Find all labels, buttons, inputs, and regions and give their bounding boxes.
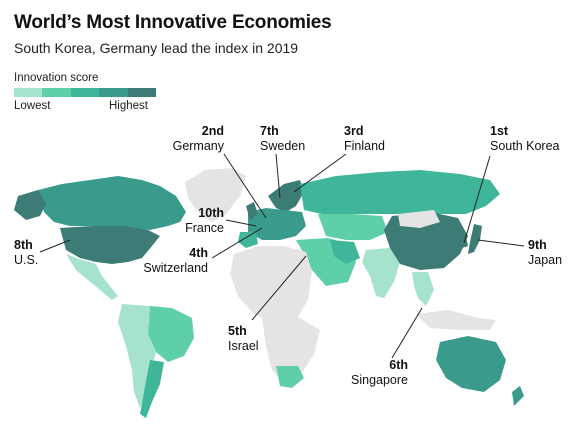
legend-swatch-5 [127,88,157,97]
legend-swatch-1 [14,88,43,97]
label-sweden: 7th Sweden [260,124,305,154]
uk-shape [246,202,258,220]
south-africa-shape [276,366,304,388]
country-switzerland: Switzerland [143,261,208,275]
country-singapore: Singapore [351,373,408,387]
japan-shape [468,224,482,254]
chart-title: World’s Most Innovative Economies [14,12,332,33]
alaska-shape [14,190,46,220]
label-singapore: 6th Singapore [330,358,408,388]
legend-title: Innovation score [14,72,99,84]
country-sweden: Sweden [260,139,306,153]
label-france: 10th France [170,206,224,236]
label-japan: 9th Japan [528,238,562,268]
leader-line-france [225,219,257,227]
label-germany: 2nd Germany [160,124,224,154]
mexico-shape [66,254,118,300]
rank-japan: 9th [528,238,547,252]
country-france: France [185,221,224,235]
southeast-asia-shape [412,272,434,306]
rank-israel: 5th [228,324,247,338]
leader-line-switzerland [211,227,263,259]
rank-us: 8th [14,238,33,252]
australia-shape [436,336,506,392]
rank-switzerland: 4th [189,246,208,260]
legend-swatch-4 [99,88,128,97]
india-shape [362,248,400,298]
country-us: U.S. [14,253,39,267]
greenland-shape [185,168,246,222]
leader-line-south-korea [463,155,491,244]
new-zealand-shape [512,386,524,406]
brazil-shape [148,306,194,362]
legend-low-label: Lowest [14,100,51,112]
central-asia-shape [318,214,388,240]
label-switzerland: 4th Switzerland [128,246,208,276]
usa-shape [60,226,160,264]
europe-shape [248,208,306,240]
leader-line-singapore [391,307,423,359]
north-africa-shape [230,246,312,324]
argentina-shape [140,360,164,418]
leader-line-israel [251,255,307,321]
leader-line-japan [477,239,525,247]
leader-line-sweden [275,153,281,199]
label-finland: 3rd Finland [344,124,385,154]
leader-line-us [39,239,71,253]
rank-south-korea: 1st [490,124,509,138]
rank-france: 10th [198,206,224,220]
iran-shape [330,240,360,264]
legend-high-label: Highest [109,100,148,112]
leader-line-finland [293,153,347,193]
rank-singapore: 6th [389,358,408,372]
country-germany: Germany [172,139,224,153]
label-israel: 5th Israel [228,324,259,354]
russia-shape [300,170,500,214]
country-japan: Japan [528,253,563,267]
mongolia-shape [398,210,440,228]
leader-line-germany [223,153,267,219]
chart-subtitle: South Korea, Germany lead the index in 2… [14,40,299,56]
legend-color-scale [14,88,157,97]
label-us: 8th U.S. [14,238,38,268]
country-south-korea: South Korea [490,139,560,153]
country-finland: Finland [344,139,385,153]
rank-finland: 3rd [344,124,364,138]
legend-swatch-3 [70,88,100,97]
rank-germany: 2nd [201,124,224,138]
indonesia-shape [416,310,496,330]
iberia-shape [238,232,258,248]
legend-swatch-2 [42,88,71,97]
rank-sweden: 7th [260,124,279,138]
label-south-korea: 1st South Korea [490,124,560,154]
scandinavia-shape [268,180,304,212]
country-israel: Israel [228,339,259,353]
canada-shape [38,176,186,230]
